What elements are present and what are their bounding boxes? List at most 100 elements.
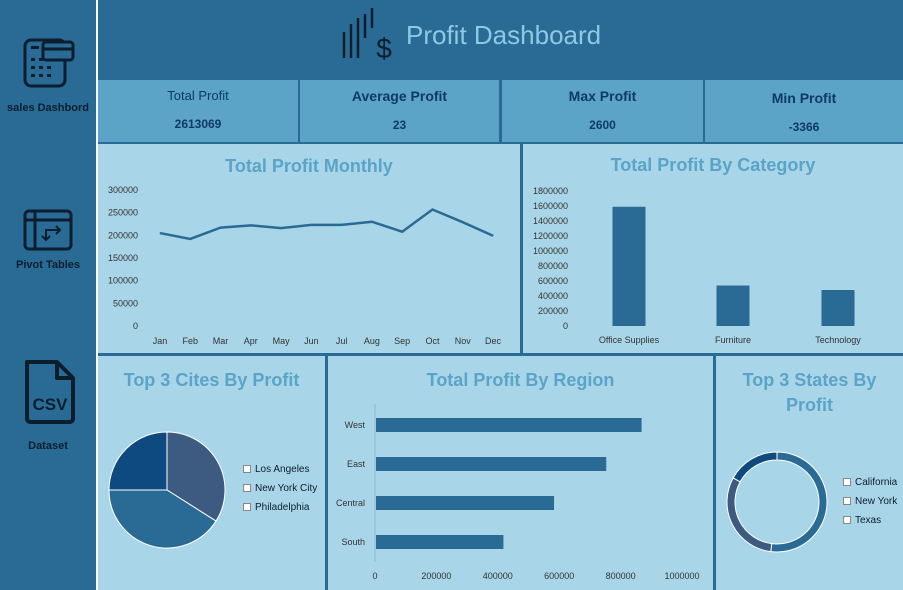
kpi-label: Max Profit xyxy=(568,88,637,104)
legend-label: Los Angeles xyxy=(255,464,310,475)
bar xyxy=(376,418,642,432)
legend-label: New York xyxy=(855,496,898,507)
data-point xyxy=(401,231,403,233)
y-tick-label: 200000 xyxy=(538,306,568,316)
x-tick-label: Sep xyxy=(394,336,410,346)
x-tick-label: Jul xyxy=(336,336,348,346)
y-tick-label: 100000 xyxy=(108,276,138,286)
chart-title: Top 3 Cites By Profit xyxy=(123,370,300,390)
x-tick-label: May xyxy=(273,336,291,346)
y-tick-label: East xyxy=(347,459,366,469)
kpi-average-profit: Average Profit 23 xyxy=(300,80,499,142)
x-tick-label: 1000000 xyxy=(664,571,699,581)
data-point xyxy=(310,224,312,226)
y-tick-label: 1600000 xyxy=(533,201,568,211)
kpi-label: Min Profit xyxy=(771,90,837,106)
y-tick-label: South xyxy=(341,537,365,547)
page-title: Profit Dashboard xyxy=(406,20,602,50)
data-point xyxy=(431,208,433,210)
svg-text:CSV: CSV xyxy=(33,395,69,414)
cities-chart-panel: Top 3 Cites By Profit Los Angeles New Yo… xyxy=(98,356,325,590)
category-bar-chart: 1800000 1600000 1400000 1200000 1000000 80000… xyxy=(533,186,861,345)
legend-item: New York xyxy=(843,496,897,507)
y-tick-label: 1000000 xyxy=(533,246,568,256)
region-bar-chart: West East Central South 0 200000 400000 600000 8… xyxy=(336,404,700,581)
bar xyxy=(376,457,607,471)
states-chart-panel: Top 3 States By Profit California New Yo… xyxy=(716,356,903,590)
y-tick-label: 1400000 xyxy=(533,216,568,226)
x-tick-label: 600000 xyxy=(544,571,574,581)
states-donut-chart xyxy=(726,451,828,553)
region-chart-panel: Total Profit By Region West East Central So… xyxy=(328,356,713,590)
x-tick-label: Oct xyxy=(425,336,440,346)
data-point xyxy=(189,238,191,240)
y-tick-label: 250000 xyxy=(108,208,138,218)
sidebar-item-sales-dashboard[interactable]: sales Dashbord xyxy=(0,38,96,114)
x-tick-label: Nov xyxy=(455,336,472,346)
y-tick-label: 600000 xyxy=(538,276,568,286)
x-tick-label: Furniture xyxy=(715,335,751,345)
sidebar-divider xyxy=(96,0,98,590)
y-tick-label: 50000 xyxy=(113,298,138,308)
kpi-max-profit: Max Profit 2600 xyxy=(502,80,703,142)
kpi-value: 2613069 xyxy=(174,117,222,131)
y-tick-label: 0 xyxy=(563,321,568,331)
slice xyxy=(108,431,168,491)
data-point xyxy=(462,221,464,223)
kpi-min-profit: Min Profit -3366 xyxy=(705,80,903,142)
data-point xyxy=(250,224,252,226)
x-tick-label: Technology xyxy=(815,335,861,345)
data-point xyxy=(159,232,161,234)
x-tick-label: 200000 xyxy=(421,571,451,581)
bar xyxy=(376,535,504,549)
x-tick-label: Feb xyxy=(183,336,199,346)
svg-text:$: $ xyxy=(376,33,392,62)
bar xyxy=(376,496,555,510)
x-tick-label: Mar xyxy=(213,336,229,346)
chart-title: Total Profit By Region xyxy=(426,370,615,390)
y-tick-label: 200000 xyxy=(108,230,138,240)
x-tick-label: 0 xyxy=(372,571,377,581)
sidebar-item-pivot-tables[interactable]: Pivot Tables xyxy=(0,208,96,271)
kpi-value: 2600 xyxy=(589,118,616,132)
sidebar-item-label: sales Dashbord xyxy=(7,102,89,114)
calculator-card-icon xyxy=(23,38,75,88)
pivot-table-icon xyxy=(23,209,73,251)
bar xyxy=(716,285,750,326)
y-tick-label: West xyxy=(345,420,366,430)
data-point xyxy=(280,227,282,229)
cities-pie-chart xyxy=(108,431,226,549)
slice xyxy=(732,451,778,483)
series-line xyxy=(159,208,494,241)
kpi-label: Total Profit xyxy=(167,88,229,103)
legend-item: Texas xyxy=(843,515,897,526)
category-chart-panel: Total Profit By Category 1800000 1600000 1… xyxy=(523,144,903,353)
slice xyxy=(108,489,217,549)
slice xyxy=(726,477,773,553)
sidebar-item-dataset[interactable]: CSV Dataset xyxy=(0,358,96,452)
states-legend: California New York Texas xyxy=(843,477,897,534)
x-tick-label: Jun xyxy=(304,336,319,346)
x-tick-label: Aug xyxy=(364,336,380,346)
kpi-value: -3366 xyxy=(788,120,820,134)
x-tick-label: Office Supplies xyxy=(599,335,660,345)
data-point xyxy=(371,221,373,223)
monthly-chart-panel: Total Profit Monthly 300000 250000 200000 1… xyxy=(98,144,520,353)
legend-label: Philadelphia xyxy=(255,502,310,513)
profit-bars-dollar-icon: $ xyxy=(342,8,392,62)
legend-label: New York City xyxy=(255,483,318,494)
csv-file-icon: CSV xyxy=(25,360,75,424)
x-tick-label: Apr xyxy=(244,336,258,346)
y-tick-label: Central xyxy=(336,498,365,508)
bar xyxy=(821,290,855,326)
y-tick-label: 300000 xyxy=(108,185,138,195)
y-tick-label: 1800000 xyxy=(533,186,568,196)
slice xyxy=(770,451,828,553)
monthly-line-chart: 300000 250000 200000 150000 100000 50000 0 Jan F… xyxy=(108,185,502,346)
chart-title: Total Profit By Category xyxy=(610,155,816,175)
bar xyxy=(612,206,646,326)
legend-item: California xyxy=(843,477,897,488)
legend-item: New York City xyxy=(243,483,317,494)
legend-label: California xyxy=(855,477,898,488)
sidebar-item-label: Dataset xyxy=(28,440,68,452)
